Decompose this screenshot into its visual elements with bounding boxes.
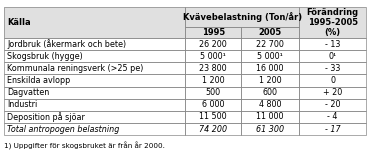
Bar bbox=[299, 62, 366, 74]
Text: Dagvatten: Dagvatten bbox=[7, 88, 49, 97]
Bar bbox=[4, 50, 185, 62]
Bar bbox=[241, 27, 299, 38]
Text: 2005: 2005 bbox=[259, 28, 282, 37]
Bar bbox=[4, 38, 185, 50]
Bar bbox=[185, 99, 241, 111]
Text: 4 800: 4 800 bbox=[259, 100, 282, 109]
Text: Kvävebelastning (Ton/år): Kvävebelastning (Ton/år) bbox=[183, 12, 302, 22]
Bar bbox=[185, 123, 241, 135]
Bar bbox=[4, 62, 185, 74]
Text: 11 500: 11 500 bbox=[200, 112, 227, 121]
Bar bbox=[241, 27, 299, 38]
Text: 500: 500 bbox=[206, 88, 221, 97]
Text: 1) Uppgifter för skogsbruket är från år 2000.: 1) Uppgifter för skogsbruket är från år … bbox=[4, 142, 165, 150]
Text: 5 000¹: 5 000¹ bbox=[200, 52, 226, 61]
Bar bbox=[185, 27, 241, 38]
Bar bbox=[4, 7, 185, 38]
Text: + 20: + 20 bbox=[323, 88, 342, 97]
Bar bbox=[185, 7, 299, 27]
Bar bbox=[241, 62, 299, 74]
Bar bbox=[241, 38, 299, 50]
Text: 74 200: 74 200 bbox=[199, 125, 227, 134]
Bar bbox=[185, 62, 241, 74]
Bar bbox=[185, 111, 241, 123]
Text: Förändring
1995-2005
(%): Förändring 1995-2005 (%) bbox=[307, 8, 359, 37]
Text: 16 000: 16 000 bbox=[256, 64, 284, 73]
Text: Jordbruk (åkermark och bete): Jordbruk (åkermark och bete) bbox=[7, 39, 127, 49]
Bar bbox=[299, 74, 366, 87]
Text: 11 000: 11 000 bbox=[256, 112, 284, 121]
Bar bbox=[185, 87, 241, 99]
Bar bbox=[4, 123, 185, 135]
Bar bbox=[185, 27, 241, 38]
Text: - 13: - 13 bbox=[325, 40, 340, 48]
Bar bbox=[241, 111, 299, 123]
Text: 1 200: 1 200 bbox=[259, 76, 282, 85]
Text: Enskilda avlopp: Enskilda avlopp bbox=[7, 76, 70, 85]
Text: - 20: - 20 bbox=[325, 100, 340, 109]
Bar bbox=[299, 123, 366, 135]
Bar bbox=[241, 123, 299, 135]
Bar bbox=[4, 99, 185, 111]
Text: 0¹: 0¹ bbox=[328, 52, 337, 61]
Bar bbox=[185, 7, 299, 27]
Bar bbox=[299, 38, 366, 50]
Bar bbox=[241, 99, 299, 111]
Text: Kommunala reningsverk (>25 pe): Kommunala reningsverk (>25 pe) bbox=[7, 64, 144, 73]
Bar bbox=[241, 87, 299, 99]
Text: 26 200: 26 200 bbox=[199, 40, 227, 48]
Text: - 4: - 4 bbox=[327, 112, 338, 121]
Text: - 33: - 33 bbox=[325, 64, 340, 73]
Text: 600: 600 bbox=[263, 88, 278, 97]
Text: - 17: - 17 bbox=[325, 125, 341, 134]
Text: Skogsbruk (hygge): Skogsbruk (hygge) bbox=[7, 52, 83, 61]
Bar bbox=[4, 7, 185, 38]
Text: 6 000: 6 000 bbox=[202, 100, 224, 109]
Text: 0: 0 bbox=[330, 76, 335, 85]
Text: 1 200: 1 200 bbox=[202, 76, 225, 85]
Text: Industri: Industri bbox=[7, 100, 38, 109]
Bar bbox=[185, 38, 241, 50]
Bar bbox=[241, 74, 299, 87]
Text: 1995: 1995 bbox=[201, 28, 225, 37]
Text: Deposition på sjöar: Deposition på sjöar bbox=[7, 112, 85, 122]
Bar bbox=[299, 99, 366, 111]
Bar bbox=[299, 7, 366, 38]
Bar bbox=[299, 87, 366, 99]
Bar bbox=[299, 111, 366, 123]
Bar bbox=[4, 111, 185, 123]
Bar bbox=[185, 50, 241, 62]
Text: Källa: Källa bbox=[7, 18, 31, 27]
Bar bbox=[4, 74, 185, 87]
Bar bbox=[299, 7, 366, 38]
Text: 61 300: 61 300 bbox=[256, 125, 284, 134]
Bar bbox=[299, 50, 366, 62]
Text: Total antropogen belastning: Total antropogen belastning bbox=[7, 125, 120, 134]
Bar bbox=[185, 74, 241, 87]
Text: 22 700: 22 700 bbox=[256, 40, 284, 48]
Bar bbox=[241, 50, 299, 62]
Bar bbox=[4, 87, 185, 99]
Text: 23 800: 23 800 bbox=[200, 64, 227, 73]
Text: 5 000¹: 5 000¹ bbox=[257, 52, 283, 61]
